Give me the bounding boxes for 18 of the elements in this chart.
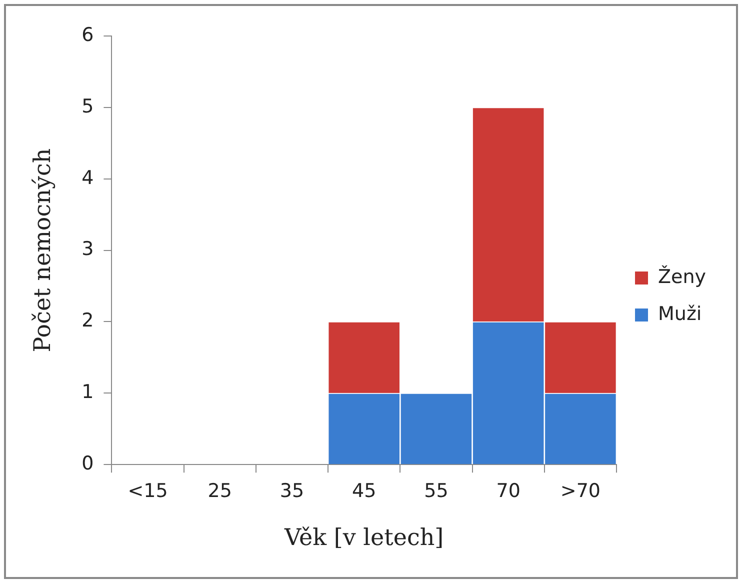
y-tick-label: 1 [82,381,94,404]
legend-label: Ženy [658,264,706,288]
x-axis-title: Věk [v letech] [284,525,444,552]
x-tick-label: 45 [352,480,376,502]
y-axis-title: Počet nemocných [30,148,56,352]
y-tick-label: 2 [82,310,94,332]
x-tick-label: >70 [560,480,601,502]
x-tick-label: <15 [128,480,168,502]
y-tick-label: 3 [82,238,94,260]
y-tick-label: 6 [82,24,94,46]
legend-label: Muži [658,302,702,325]
y-tick-label: 4 [82,166,94,189]
x-tick-label: 55 [424,480,448,502]
y-tick-label: 5 [82,95,94,118]
x-tick-label: 35 [280,480,304,502]
x-tick-label: 25 [208,480,232,502]
x-tick-label: 70 [496,480,520,502]
y-tick-label: 0 [82,452,94,475]
